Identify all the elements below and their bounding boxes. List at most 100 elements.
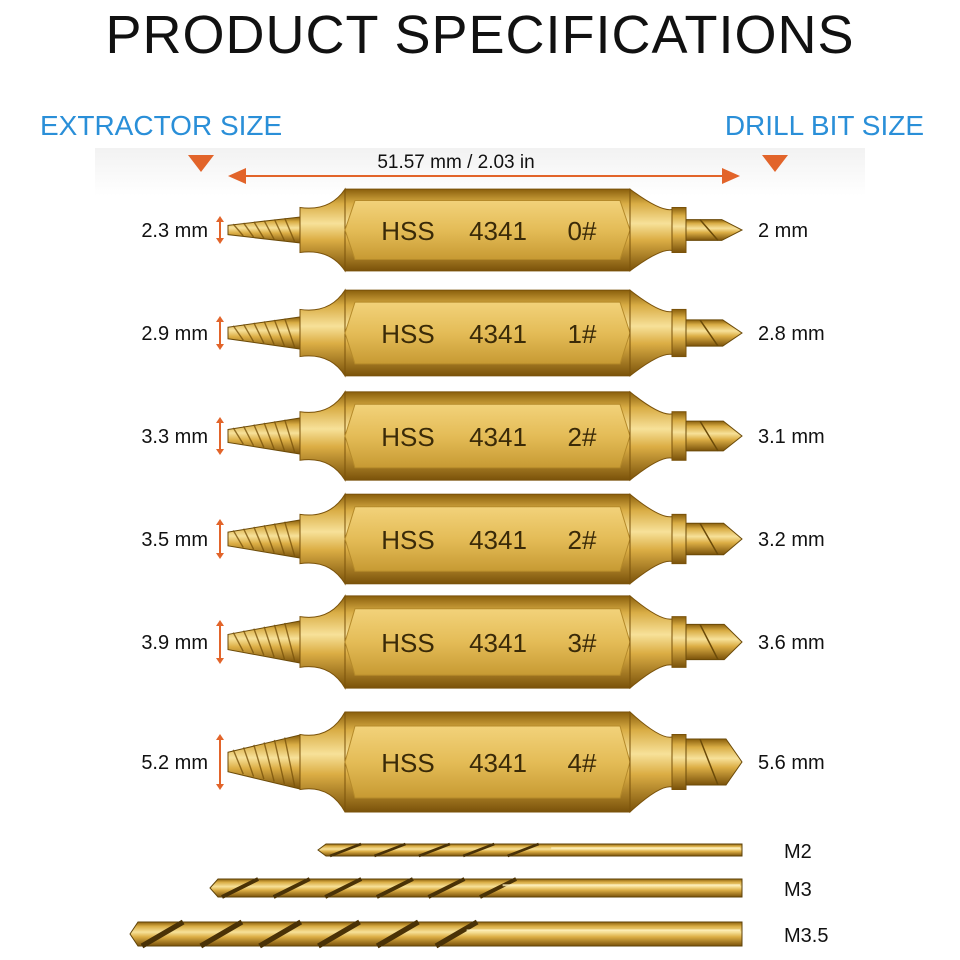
extractor-size-heading: EXTRACTOR SIZE [40, 110, 283, 141]
drill-tip [685, 738, 743, 786]
cone-thread [263, 626, 275, 658]
drill-size-label: 2.8 mm [758, 323, 825, 345]
cone-thread [273, 319, 286, 347]
drill-size-label: 3.1 mm [758, 426, 825, 448]
drill-flute [140, 919, 185, 949]
cone-thread [263, 422, 275, 450]
twist-drills: M2 M3 M3.5 [129, 841, 828, 949]
drill-flute [199, 919, 244, 949]
extractor-size-label: 2.9 mm [141, 323, 208, 345]
cone-thread [263, 742, 275, 782]
drill-chevron-icon [762, 155, 788, 172]
left-neck [299, 187, 346, 273]
extractor-bit: HSS 4341 3# 3.9 mm 3.6 mm [141, 594, 825, 690]
marking-number: 4341 [469, 319, 527, 349]
drill-tip [685, 623, 743, 661]
cone-thread [253, 221, 265, 239]
hex-face [344, 608, 631, 676]
right-neck [629, 289, 673, 377]
marking-grade: HSS [381, 422, 434, 452]
left-neck [299, 492, 346, 586]
drill-flute [699, 420, 719, 452]
extractor-bit: HSS 4341 1# 2.9 mm 2.8 mm [141, 288, 825, 378]
collar [671, 734, 687, 790]
hex-face [344, 301, 631, 365]
cone-thread [284, 737, 296, 787]
marking-size: 2# [568, 422, 597, 452]
marking-size: 3# [568, 628, 597, 658]
extractor-bit: HSS 4341 2# 3.3 mm 3.1 mm [141, 390, 825, 482]
drill-tip [685, 522, 743, 556]
drill-body [209, 878, 743, 898]
drill-flute [258, 919, 303, 949]
extractor-size-label: 3.3 mm [141, 426, 208, 448]
marking-number: 4341 [469, 525, 527, 555]
right-neck [629, 594, 673, 690]
hex-face [344, 403, 631, 469]
left-neck [299, 390, 346, 482]
right-neck [629, 493, 673, 585]
arrow-down-icon [216, 344, 224, 350]
marking-size: 4# [568, 748, 597, 778]
cone-thread [284, 419, 296, 453]
drill-bit-size-heading: DRILL BIT SIZE [724, 110, 924, 141]
arrow-down-icon [216, 784, 224, 790]
twist-drill: M3 [209, 877, 812, 901]
drill-flute [507, 842, 540, 858]
marking-size: 0# [568, 216, 597, 246]
cone-thread [242, 528, 255, 550]
left-neck [299, 594, 346, 690]
drill-flute [373, 842, 406, 858]
cone-thread [273, 739, 286, 785]
right-neck [629, 188, 673, 272]
cone-thread [232, 530, 244, 548]
cone-thread [284, 622, 296, 662]
marking-grade: HSS [381, 628, 434, 658]
right-neck [629, 390, 673, 482]
arrow-down-icon [216, 449, 224, 455]
extractor-size-label: 3.9 mm [141, 632, 208, 654]
marking-grade: HSS [381, 216, 434, 246]
cone-thread [243, 222, 255, 238]
marking-size: 1# [568, 319, 597, 349]
cone-thread [242, 323, 255, 343]
extractor-chevron-icon [188, 155, 214, 172]
cone-thread [232, 427, 244, 445]
collar [671, 513, 687, 565]
drill-flute [221, 877, 260, 899]
drill-flute [479, 877, 518, 899]
cone-thread [232, 325, 244, 341]
cone-thread [253, 322, 265, 344]
cone-thread [284, 217, 296, 243]
cone-thread [263, 220, 275, 240]
drill-flute [272, 877, 311, 899]
cone-thread [253, 526, 265, 552]
drill-size-label: 3.6 mm [758, 632, 825, 654]
drill-tip [685, 219, 744, 241]
cone-thread [242, 630, 255, 654]
cone-thread [232, 632, 244, 652]
extractor-size-label: 2.3 mm [141, 220, 208, 242]
marking-number: 4341 [469, 422, 527, 452]
arrow-up-icon [216, 216, 224, 222]
drill-size-label: 2 mm [758, 220, 808, 242]
cone-thread [273, 421, 286, 451]
arrow-down-icon [216, 238, 224, 244]
drill-flute [317, 919, 361, 949]
extractor-bits: HSS 4341 0# 2.3 mm 2 mm HSS 4341 1# 2.9 mm 2.8 mm… [141, 187, 825, 814]
extractor-bit: HSS 4341 0# 2.3 mm 2 mm [141, 187, 808, 273]
cone-thread [263, 321, 275, 345]
extractor-size-label: 5.2 mm [141, 752, 208, 774]
left-neck [299, 711, 346, 813]
drill-flute [418, 842, 451, 858]
right-neck [629, 710, 673, 814]
cone-thread [263, 524, 275, 554]
drill-size-label: M3.5 [784, 925, 828, 947]
arrow-up-icon [216, 519, 224, 525]
arrow-up-icon [216, 734, 224, 740]
cone-thread [242, 425, 255, 447]
extractor-bit: HSS 4341 4# 5.2 mm 5.6 mm [141, 710, 825, 814]
drill-size-label: M3 [784, 879, 812, 901]
cone-thread [232, 223, 244, 237]
